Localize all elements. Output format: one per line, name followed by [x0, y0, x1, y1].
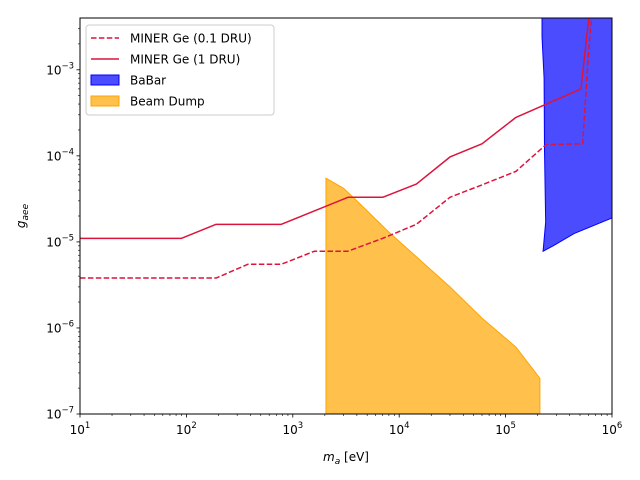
- series-area-beam-dump: [325, 177, 541, 414]
- legend-label-miner-ge-0-1-dru: MINER Ge (0.1 DRU): [130, 32, 252, 46]
- y-tick-label: 10−5: [46, 233, 74, 249]
- x-tick-label: 101: [70, 421, 91, 437]
- legend-swatch-babar: [90, 74, 120, 86]
- plot-frame: [79, 17, 613, 415]
- x-tick-label: 105: [495, 421, 516, 437]
- x-tick-label: 103: [282, 421, 303, 437]
- legend-box: [85, 24, 275, 116]
- y-tick-label: 10−6: [46, 319, 74, 335]
- y-tick-label: 10−3: [46, 61, 74, 77]
- x-tick-label: 106: [602, 421, 623, 437]
- y-axis-label: gaee: [14, 203, 31, 228]
- legend-label-miner-ge-1-dru: MINER Ge (1 DRU): [130, 53, 240, 67]
- y-tick-label: 10−4: [46, 147, 74, 163]
- series-area-babar: [541, 18, 612, 253]
- series-line-miner-ge-1-dru: [80, 18, 590, 240]
- series-line-miner-ge-0-1-dru: [80, 18, 593, 279]
- x-tick-label: 102: [176, 421, 197, 437]
- y-tick-label: 10−7: [46, 406, 74, 422]
- legend-label-beam-dump: Beam Dump: [130, 95, 205, 109]
- x-axis-label: ma [eV]: [323, 450, 369, 467]
- legend-swatch-beam-dump: [90, 95, 120, 107]
- legend-label-babar: BaBar: [130, 74, 166, 88]
- x-tick-label: 104: [389, 421, 410, 437]
